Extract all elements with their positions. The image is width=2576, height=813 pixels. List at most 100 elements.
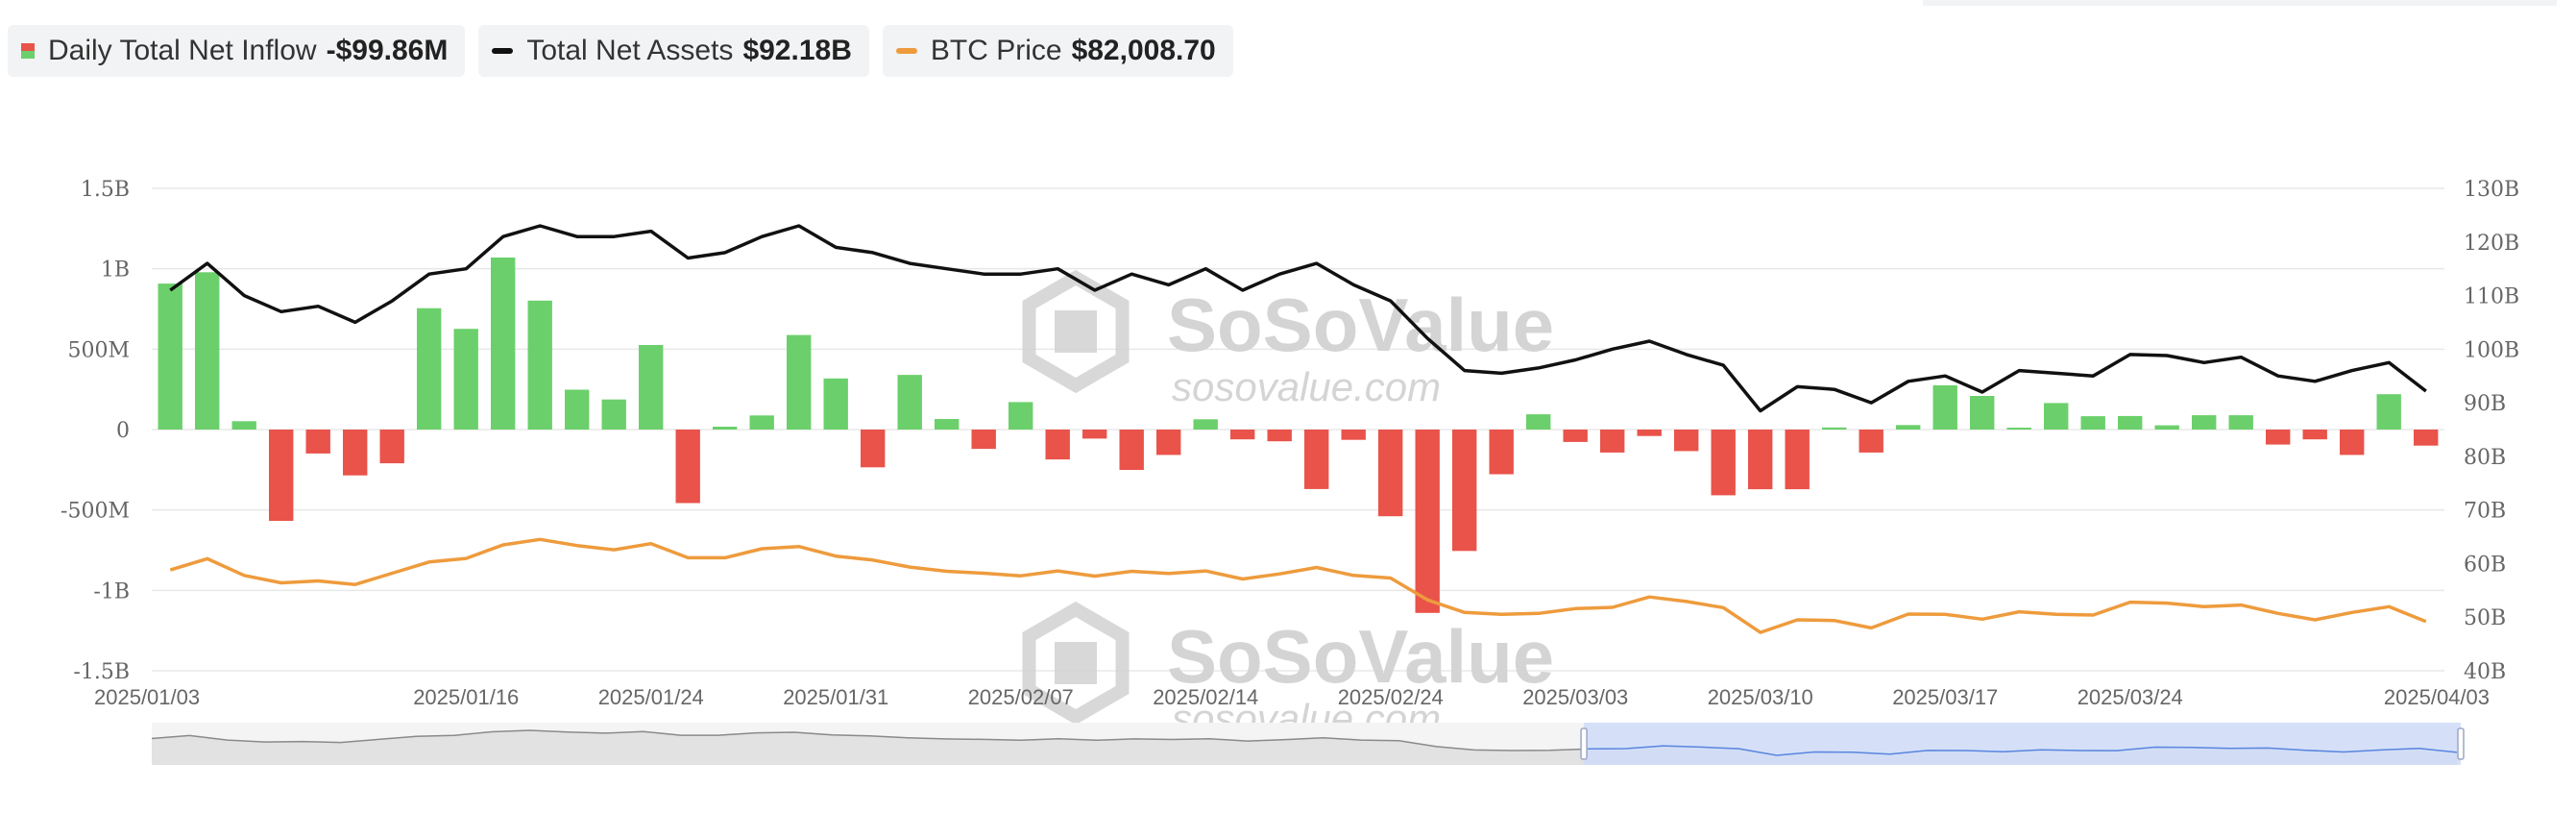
inflow-bar[interactable] bbox=[2044, 403, 2069, 430]
inflow-bar[interactable] bbox=[1674, 430, 1699, 452]
navigator-selected-line bbox=[1588, 745, 2458, 756]
watermark-url: sosovalue.com bbox=[1172, 364, 1441, 409]
inflow-bar[interactable] bbox=[1526, 414, 1551, 430]
inflow-bar[interactable] bbox=[1378, 430, 1403, 517]
line-swatch-icon bbox=[492, 48, 514, 54]
legend-inflow-label: Daily Total Net Inflow bbox=[48, 35, 317, 66]
x-tick-label: 2025/02/14 bbox=[1153, 685, 1258, 709]
left-tick-label: -500M bbox=[61, 500, 130, 524]
inflow-bar[interactable] bbox=[231, 421, 256, 430]
inflow-bar[interactable] bbox=[158, 283, 182, 430]
inflow-bar[interactable] bbox=[601, 399, 626, 430]
inflow-bar[interactable] bbox=[749, 415, 774, 430]
inflow-bar[interactable] bbox=[1896, 425, 1921, 430]
inflow-bar[interactable] bbox=[639, 345, 664, 430]
bar-swatch-icon bbox=[21, 43, 35, 59]
inflow-bar[interactable] bbox=[2340, 430, 2365, 456]
legend-inflow-value: -$99.86M bbox=[326, 35, 449, 66]
inflow-bar[interactable] bbox=[2266, 430, 2291, 445]
inflow-bar[interactable] bbox=[2302, 430, 2327, 440]
inflow-bar[interactable] bbox=[1452, 430, 1477, 552]
inflow-bar[interactable] bbox=[1563, 430, 1588, 442]
inflow-bar[interactable] bbox=[971, 430, 996, 450]
inflow-bar[interactable] bbox=[1009, 402, 1033, 430]
left-tick-label: -1.5B bbox=[73, 660, 130, 684]
inflow-bar[interactable] bbox=[453, 329, 478, 430]
inflow-bar[interactable] bbox=[1230, 430, 1255, 440]
inflow-bar[interactable] bbox=[2154, 425, 2179, 430]
inflow-bar[interactable] bbox=[1304, 430, 1329, 489]
inflow-bar[interactable] bbox=[713, 427, 738, 430]
inflow-bar[interactable] bbox=[1082, 430, 1107, 439]
inflow-bar[interactable] bbox=[897, 375, 922, 430]
inflow-bar[interactable] bbox=[379, 430, 404, 464]
inflow-bar[interactable] bbox=[1970, 396, 1995, 430]
range-navigator[interactable] bbox=[151, 723, 2465, 765]
right-tick-label: 120B bbox=[2464, 232, 2519, 256]
inflow-bar[interactable] bbox=[935, 419, 960, 430]
inflow-bar[interactable] bbox=[565, 389, 590, 431]
inflow-bar[interactable] bbox=[305, 430, 330, 454]
right-tick-label: 80B bbox=[2464, 446, 2506, 470]
inflow-bar[interactable] bbox=[2118, 415, 2143, 430]
inflow-bar[interactable] bbox=[1785, 430, 1810, 490]
navigator-left-handle[interactable] bbox=[1580, 727, 1588, 760]
inflow-bar[interactable] bbox=[1711, 430, 1736, 496]
logo-core-shape bbox=[1055, 642, 1097, 684]
left-axis: 1.5B 1B 500M 0 -500M -1B -1.5B bbox=[61, 178, 130, 684]
btc-price-line[interactable] bbox=[169, 537, 2427, 634]
inflow-bar[interactable] bbox=[1822, 427, 1847, 430]
inflow-bar[interactable] bbox=[2414, 430, 2439, 446]
inflow-bar[interactable] bbox=[823, 378, 848, 430]
total-net-assets-line[interactable] bbox=[169, 224, 2427, 413]
legend-btc-label: BTC Price bbox=[930, 35, 1062, 66]
hexagon-icon bbox=[1022, 601, 1130, 726]
inflow-bar[interactable] bbox=[2006, 428, 2031, 430]
inflow-bar[interactable] bbox=[1748, 430, 1773, 490]
inflow-bar[interactable] bbox=[527, 300, 552, 430]
legend-item-btc[interactable]: BTC Price $82,008.70 bbox=[882, 25, 1233, 77]
inflow-bar[interactable] bbox=[269, 430, 294, 521]
inflow-bar[interactable] bbox=[861, 430, 886, 468]
inflow-bar[interactable] bbox=[787, 334, 812, 430]
inflow-bar[interactable] bbox=[1156, 430, 1181, 456]
inflow-bar[interactable] bbox=[2080, 416, 2105, 430]
inflow-bar[interactable] bbox=[675, 430, 700, 504]
right-tick-label: 70B bbox=[2464, 500, 2506, 524]
left-tick-label: 1B bbox=[101, 259, 130, 283]
legend-item-assets[interactable]: Total Net Assets $92.18B bbox=[478, 25, 869, 77]
inflow-bar[interactable] bbox=[1932, 385, 1957, 430]
x-tick-label: 2025/02/24 bbox=[1338, 685, 1444, 709]
x-axis: 2025/01/03 2025/01/16 2025/01/24 2025/01/31… bbox=[94, 685, 2490, 709]
left-tick-label: 1.5B bbox=[81, 178, 130, 202]
inflow-bar[interactable] bbox=[343, 430, 368, 476]
inflow-bar[interactable] bbox=[1119, 430, 1144, 470]
inflow-bar[interactable] bbox=[1193, 419, 1218, 430]
inflow-bar[interactable] bbox=[417, 308, 442, 430]
series-lines bbox=[169, 224, 2427, 634]
inflow-bar[interactable] bbox=[1600, 430, 1625, 453]
inflow-bar[interactable] bbox=[491, 258, 516, 430]
inflow-bar[interactable] bbox=[1637, 430, 1662, 436]
inflow-bar[interactable] bbox=[1859, 430, 1883, 453]
inflow-bar[interactable] bbox=[1045, 430, 1070, 460]
right-tick-label: 100B bbox=[2464, 338, 2519, 362]
navigator-selection[interactable] bbox=[1584, 723, 2461, 765]
left-tick-label: -1B bbox=[93, 579, 130, 604]
right-tick-label: 60B bbox=[2464, 553, 2506, 577]
inflow-bar[interactable] bbox=[1415, 430, 1440, 613]
inflow-bar[interactable] bbox=[1489, 430, 1514, 475]
hexagon-icon bbox=[1022, 269, 1130, 394]
legend-assets-label: Total Net Assets bbox=[526, 35, 734, 66]
x-tick-label: 2025/04/03 bbox=[2384, 685, 2490, 709]
inflow-bar[interactable] bbox=[1341, 430, 1366, 440]
inflow-bar[interactable] bbox=[2228, 415, 2253, 430]
inflow-bar[interactable] bbox=[2192, 415, 2217, 430]
navigator-right-handle[interactable] bbox=[2457, 727, 2465, 760]
watermark-brand: SoSoValue bbox=[1167, 614, 1554, 699]
inflow-bar[interactable] bbox=[195, 272, 220, 430]
legend-item-inflow[interactable]: Daily Total Net Inflow -$99.86M bbox=[8, 25, 466, 77]
inflow-bar[interactable] bbox=[1267, 430, 1292, 442]
right-tick-label: 90B bbox=[2464, 392, 2506, 416]
inflow-bar[interactable] bbox=[2376, 394, 2401, 430]
